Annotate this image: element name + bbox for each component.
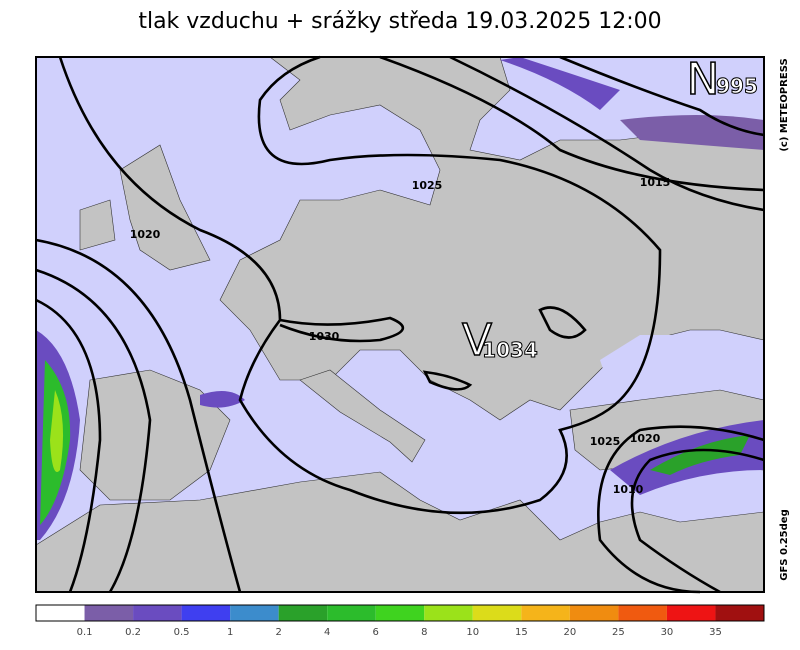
land — [79, 369, 231, 501]
legend-label: 0.1 — [77, 627, 93, 638]
precip-area — [500, 57, 620, 110]
legend-label: 15 — [515, 627, 528, 638]
legend-swatch — [618, 605, 667, 621]
legend-label: 2 — [275, 627, 281, 638]
isobar — [559, 55, 765, 137]
isobar — [279, 316, 404, 343]
legend-swatch — [666, 605, 716, 621]
isobar — [379, 55, 765, 192]
isobars — [35, 55, 765, 594]
legend-label: 30 — [661, 627, 674, 638]
precip-area — [200, 391, 245, 408]
pressure-labels: 1025 1015 1020 1030 1025 1020 1010 V 103… — [130, 53, 759, 496]
legend-label: 10 — [466, 627, 479, 638]
isobar — [538, 306, 587, 339]
isobar — [58, 55, 662, 515]
isobar — [597, 425, 765, 594]
legend-frame — [35, 604, 765, 622]
legend-label: 8 — [421, 627, 427, 638]
legend-label: 0.2 — [125, 627, 141, 638]
legend-swatch — [424, 605, 473, 621]
isobar — [35, 268, 152, 593]
isobar — [449, 55, 765, 212]
pressure-center-value: 995 — [716, 74, 758, 98]
isobar-label: 1015 — [640, 176, 671, 189]
precip-area — [650, 435, 750, 475]
legend-swatch — [278, 605, 328, 621]
legend-label: 0.5 — [174, 627, 190, 638]
isobar — [35, 238, 242, 593]
land — [79, 199, 116, 251]
pressure-center-value: 1034 — [482, 338, 538, 362]
legend-swatch — [472, 605, 522, 621]
legend: 0.1 0.2 0.5 1 2 4 6 8 10 15 20 25 30 35 — [35, 604, 765, 638]
legend-label: 25 — [612, 627, 625, 638]
isobar — [422, 370, 473, 391]
isobar — [35, 298, 102, 593]
isobar-label: 1020 — [630, 432, 661, 445]
isobar-label: 1025 — [412, 179, 443, 192]
legend-swatch — [133, 605, 182, 621]
legend-label: 1 — [227, 627, 233, 638]
legend-swatch — [181, 605, 231, 621]
legend-swatch — [84, 605, 134, 621]
precipitation — [36, 57, 764, 540]
isobar-label: 1030 — [309, 330, 340, 343]
legend-swatch — [230, 605, 279, 621]
credit: (c) METEOPRESS — [779, 58, 790, 151]
pressure-center-letter: N — [687, 54, 720, 105]
legend-label: 6 — [373, 627, 379, 638]
isobar-label: 1010 — [613, 483, 644, 496]
map-frame — [35, 56, 765, 593]
legend-label: 20 — [563, 627, 576, 638]
black-sea — [600, 335, 715, 395]
legend-label: 35 — [709, 627, 722, 638]
map: 1025 1015 1020 1030 1025 1020 1010 V 103… — [35, 53, 765, 594]
legend-swatch — [569, 605, 619, 621]
map-title: tlak vzduchu + srážky středa 19.03.2025 … — [138, 9, 661, 34]
legend-swatch — [375, 605, 425, 621]
legend-swatch — [36, 605, 85, 621]
isobar-label: 1020 — [130, 228, 161, 241]
credit: GFS 0.25deg — [779, 509, 790, 581]
legend-swatch — [327, 605, 376, 621]
legend-swatch — [521, 605, 570, 621]
isobar — [630, 448, 765, 594]
precip-area — [50, 390, 64, 472]
legend-label: 4 — [324, 627, 330, 638]
land — [299, 369, 426, 463]
isobar-label: 1025 — [590, 435, 621, 448]
legend-swatch — [715, 605, 764, 621]
pressure-center-letter: V — [462, 315, 492, 366]
